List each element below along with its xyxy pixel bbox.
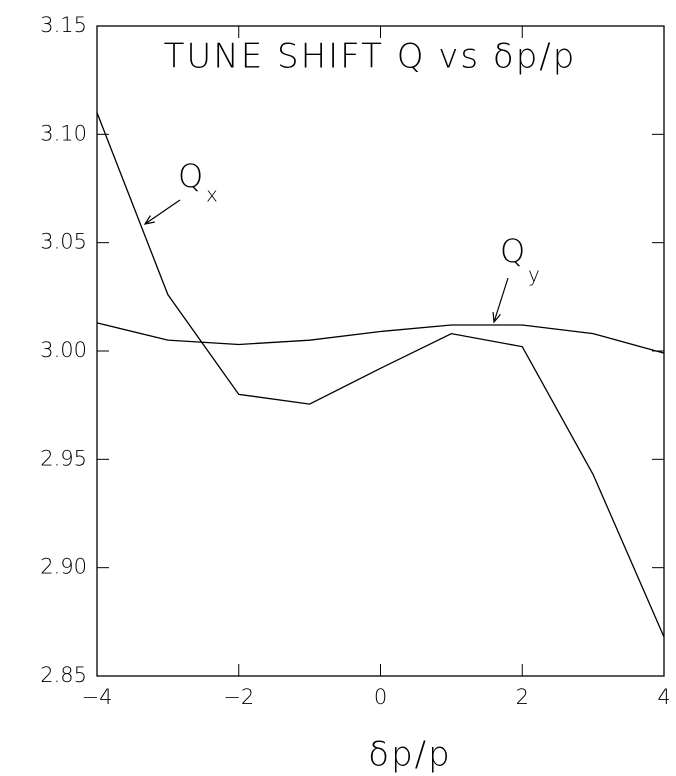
arrow-head [143, 215, 155, 225]
series-line [96, 112, 665, 638]
series-line [96, 322, 665, 354]
x-tick-label: −4 [82, 685, 113, 709]
x-tick-label: 4 [657, 685, 670, 709]
y-tick-label: 3.15 [40, 13, 87, 37]
annotation-arrow [493, 277, 509, 323]
y-tick-label: 2.95 [40, 446, 87, 470]
x-tick-label: 0 [374, 685, 387, 709]
y-tick-label: 2.85 [40, 663, 87, 687]
y-tick-label: 3.10 [40, 121, 87, 145]
chart-title: TUNE SHIFT Q vs δp/p [164, 37, 577, 77]
y-tick-label: 3.00 [40, 338, 87, 362]
legend-subscript: x [206, 183, 218, 207]
legend-label: Q [500, 232, 525, 270]
y-tick-label: 2.90 [40, 555, 87, 579]
x-tick-label: 2 [516, 685, 529, 709]
legend-label: Q [178, 157, 203, 195]
legend-subscript: y [528, 263, 540, 287]
arrow-head [492, 311, 501, 324]
x-tick-label: −2 [223, 685, 254, 709]
plot-frame [96, 25, 665, 677]
y-tick-label: 3.05 [40, 230, 87, 254]
annotation-arrow [144, 199, 181, 225]
x-axis-label: δp/p [368, 735, 451, 775]
